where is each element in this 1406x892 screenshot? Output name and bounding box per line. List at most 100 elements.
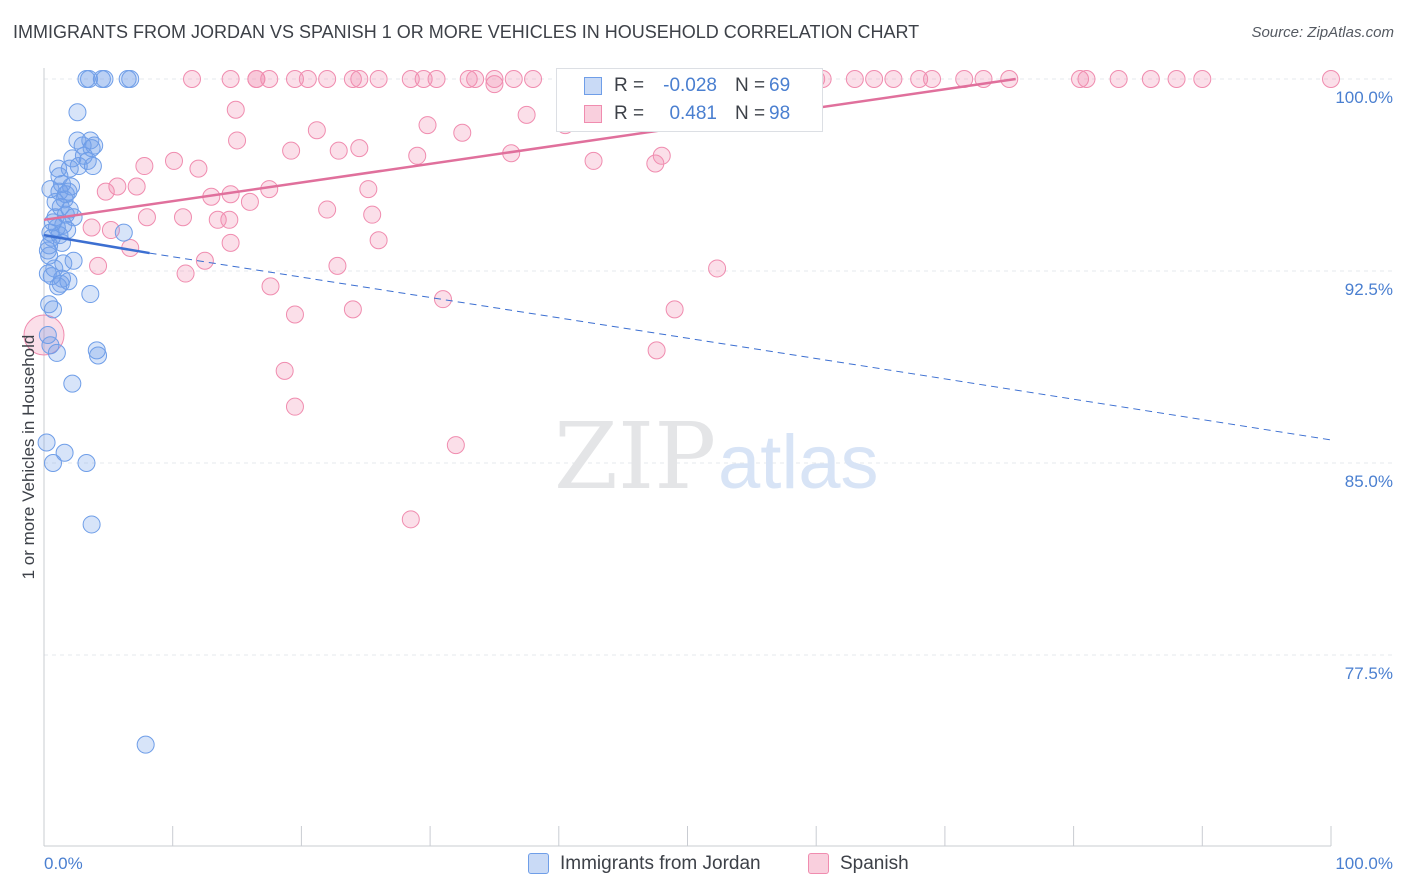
data-point — [708, 259, 727, 278]
data-point — [42, 267, 61, 286]
data-point — [173, 208, 192, 227]
legend-n-label: N = — [735, 103, 766, 124]
zipatlas-watermark: ZIP atlas — [554, 403, 879, 510]
data-point — [282, 141, 301, 160]
data-point — [226, 100, 245, 119]
data-point — [408, 146, 427, 165]
data-point — [427, 70, 446, 88]
data-point — [189, 159, 208, 178]
data-point — [350, 139, 369, 158]
watermark-atlas: atlas — [718, 420, 879, 505]
legend-r-label: R = — [614, 103, 645, 124]
data-point — [1322, 70, 1340, 88]
data-point — [74, 146, 93, 165]
chart-source: Source: ZipAtlas.com — [1251, 24, 1394, 41]
y-axis-label: 1 or more Vehicles in Household — [19, 335, 38, 580]
trend-lines — [43, 77, 1332, 441]
data-point — [127, 177, 146, 196]
y-tick-label: 77.5% — [1345, 664, 1393, 683]
bottom-legend-swatch-jordan — [528, 853, 549, 874]
data-point — [82, 515, 101, 534]
data-point — [135, 157, 154, 176]
trend-line-jordan — [43, 233, 150, 255]
data-point — [136, 735, 155, 754]
data-point — [433, 290, 452, 309]
data-point — [517, 105, 536, 124]
data-point — [82, 218, 101, 237]
data-point — [363, 205, 382, 224]
data-point — [49, 159, 68, 178]
data-point — [504, 70, 523, 88]
data-point — [647, 341, 666, 360]
data-point — [446, 436, 465, 455]
data-point — [275, 361, 294, 380]
data-point — [64, 251, 83, 270]
data-point — [285, 305, 304, 324]
data-point — [55, 443, 74, 462]
data-point — [114, 223, 133, 242]
data-point — [41, 336, 60, 355]
data-point — [298, 70, 317, 88]
legend-row-jordan: R = -0.028 N = 69 — [557, 73, 822, 99]
legend-swatch-jordan — [584, 77, 602, 95]
y-axis-tick-labels: 100.0% 92.5% 85.0% 77.5% — [1335, 88, 1393, 683]
data-point — [923, 70, 942, 88]
bottom-legend-label-jordan: Immigrants from Jordan — [560, 853, 761, 874]
data-point — [1167, 70, 1186, 88]
data-point — [164, 151, 183, 170]
data-point — [459, 70, 478, 88]
data-point — [81, 285, 100, 304]
data-point — [38, 326, 57, 344]
data-point — [261, 277, 280, 296]
data-point — [51, 274, 70, 293]
y-tick-label: 92.5% — [1345, 280, 1393, 299]
data-point — [95, 70, 114, 88]
legend-row-spanish: R = 0.481 N = 98 — [557, 101, 822, 127]
data-point — [183, 70, 202, 88]
data-point — [910, 70, 929, 88]
data-point — [68, 103, 87, 122]
data-point — [328, 256, 347, 275]
data-point — [350, 70, 369, 88]
data-point — [89, 256, 108, 275]
data-point — [865, 70, 884, 88]
data-point — [176, 264, 195, 283]
data-point — [89, 346, 108, 365]
data-point — [260, 70, 279, 88]
data-point — [83, 157, 102, 176]
legend-n-value: 98 — [769, 103, 791, 124]
legend-r-value: 0.481 — [669, 103, 717, 124]
data-point — [845, 70, 864, 88]
data-point — [307, 121, 326, 140]
data-point — [318, 70, 337, 88]
legend-r-label: R = — [614, 75, 645, 96]
data-point — [63, 149, 82, 168]
data-point — [60, 200, 79, 219]
data-point — [343, 300, 362, 319]
x-axis-ticks — [43, 826, 1332, 846]
data-point — [1071, 70, 1090, 88]
data-point — [68, 131, 87, 150]
data-point — [1077, 70, 1096, 88]
data-point — [195, 251, 214, 270]
trend-line-jordan-extended — [149, 252, 1332, 441]
data-point — [1141, 70, 1160, 88]
data-point — [329, 141, 348, 160]
y-tick-label: 85.0% — [1345, 472, 1393, 491]
data-point — [466, 70, 485, 88]
data-point — [47, 343, 66, 362]
data-point — [221, 70, 240, 88]
grid-lines — [44, 78, 1393, 656]
data-point — [137, 208, 156, 227]
data-point — [485, 70, 504, 88]
data-point — [359, 180, 378, 199]
data-point — [1193, 70, 1212, 88]
trend-line-spanish — [43, 77, 1016, 222]
x-tick-label-min: 0.0% — [44, 854, 83, 873]
data-point — [44, 300, 63, 319]
legend-r-value: -0.028 — [663, 75, 717, 96]
bottom-legend-label-spanish: Spanish — [840, 853, 909, 874]
data-point — [240, 192, 259, 211]
data-point — [54, 254, 73, 273]
